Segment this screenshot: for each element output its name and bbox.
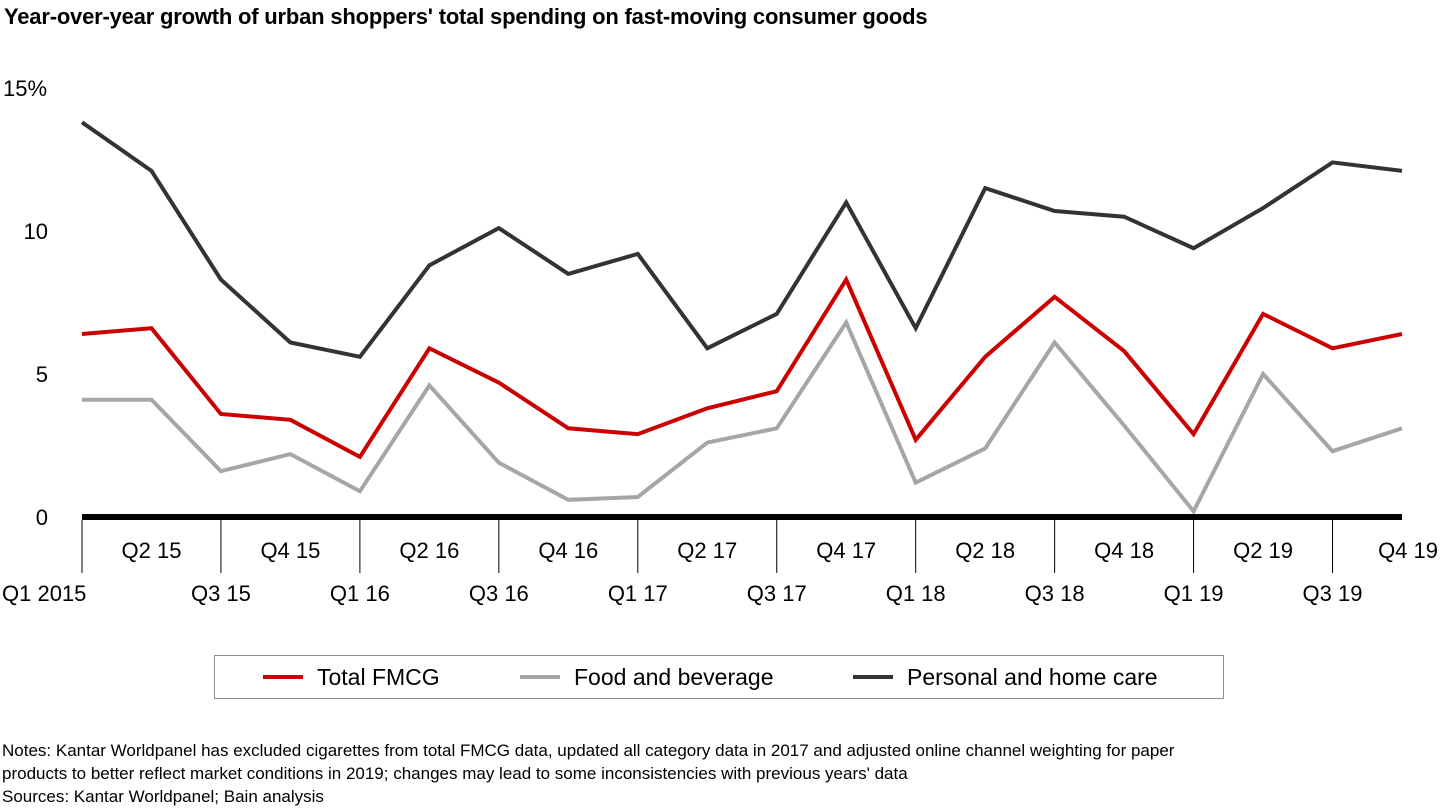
legend-item-total-fmcg: Total FMCG [263,656,440,698]
line-chart: 0 5 10 15% Q1 2015 Q2 15 Q3 15 Q4 15 Q1 16 Q2 16… [2,76,1438,606]
series-layer [80,120,1403,515]
y-axis: 0 5 10 15% [3,76,48,530]
legend-item-personal-and-home-care: Personal and home care [853,656,1158,698]
notes-line-1: Notes: Kantar Worldpanel has excluded ci… [2,741,1175,760]
x-tick-label: Q1 16 [330,581,390,606]
legend-label: Food and beverage [574,663,774,690]
legend-label: Total FMCG [317,663,440,690]
x-tick-label: Q3 15 [191,581,251,606]
series-line-personal-and-home-care [80,120,1403,360]
x-tick-label: Q4 16 [538,538,598,563]
x-tick-label: Q3 16 [469,581,529,606]
y-tick-label: 15% [3,76,47,101]
legend: Total FMCG Food and beverage Personal an… [214,655,1224,699]
x-tick-label: Q3 19 [1303,581,1363,606]
x-tick-label: Q4 17 [816,538,876,563]
x-tick-label: Q2 17 [677,538,737,563]
series-line-total-fmcg [81,275,1403,460]
legend-swatch-food-and-beverage [520,675,560,679]
x-tick-label: Q2 16 [399,538,459,563]
legend-item-food-and-beverage: Food and beverage [520,656,774,698]
chart-title: Year-over-year growth of urban shoppers'… [4,4,928,29]
x-tick-label: Q3 18 [1025,581,1085,606]
x-tick-label: Q1 17 [608,581,668,606]
x-tick-label: Q1 2015 [2,581,86,606]
x-tick-label: Q1 18 [886,581,946,606]
x-tick-label: Q2 18 [955,538,1015,563]
x-tick-label: Q2 19 [1233,538,1293,563]
y-tick-label: 5 [36,362,48,387]
legend-label: Personal and home care [907,663,1158,690]
y-tick-label: 0 [36,505,48,530]
notes-line-2: products to better reflect market condit… [2,764,908,783]
x-tick-label: Q2 15 [122,538,182,563]
legend-swatch-total-fmcg [263,675,303,679]
legend-swatch-personal-and-home-care [853,675,893,679]
x-tick-label: Q4 15 [260,538,320,563]
x-axis: Q1 2015 Q2 15 Q3 15 Q4 15 Q1 16 Q2 16 Q3 16 Q4 … [2,514,1438,606]
x-tick-label: Q1 19 [1164,581,1224,606]
x-tick-label: Q3 17 [747,581,807,606]
notes: Notes: Kantar Worldpanel has excluded ci… [2,739,1422,808]
series-line-food-and-beverage [82,318,1403,515]
x-tick-label: Q4 19 [1378,538,1438,563]
y-tick-label: 10 [24,219,48,244]
sources-line: Sources: Kantar Worldpanel; Bain analysi… [2,787,324,806]
x-tick-label: Q4 18 [1094,538,1154,563]
